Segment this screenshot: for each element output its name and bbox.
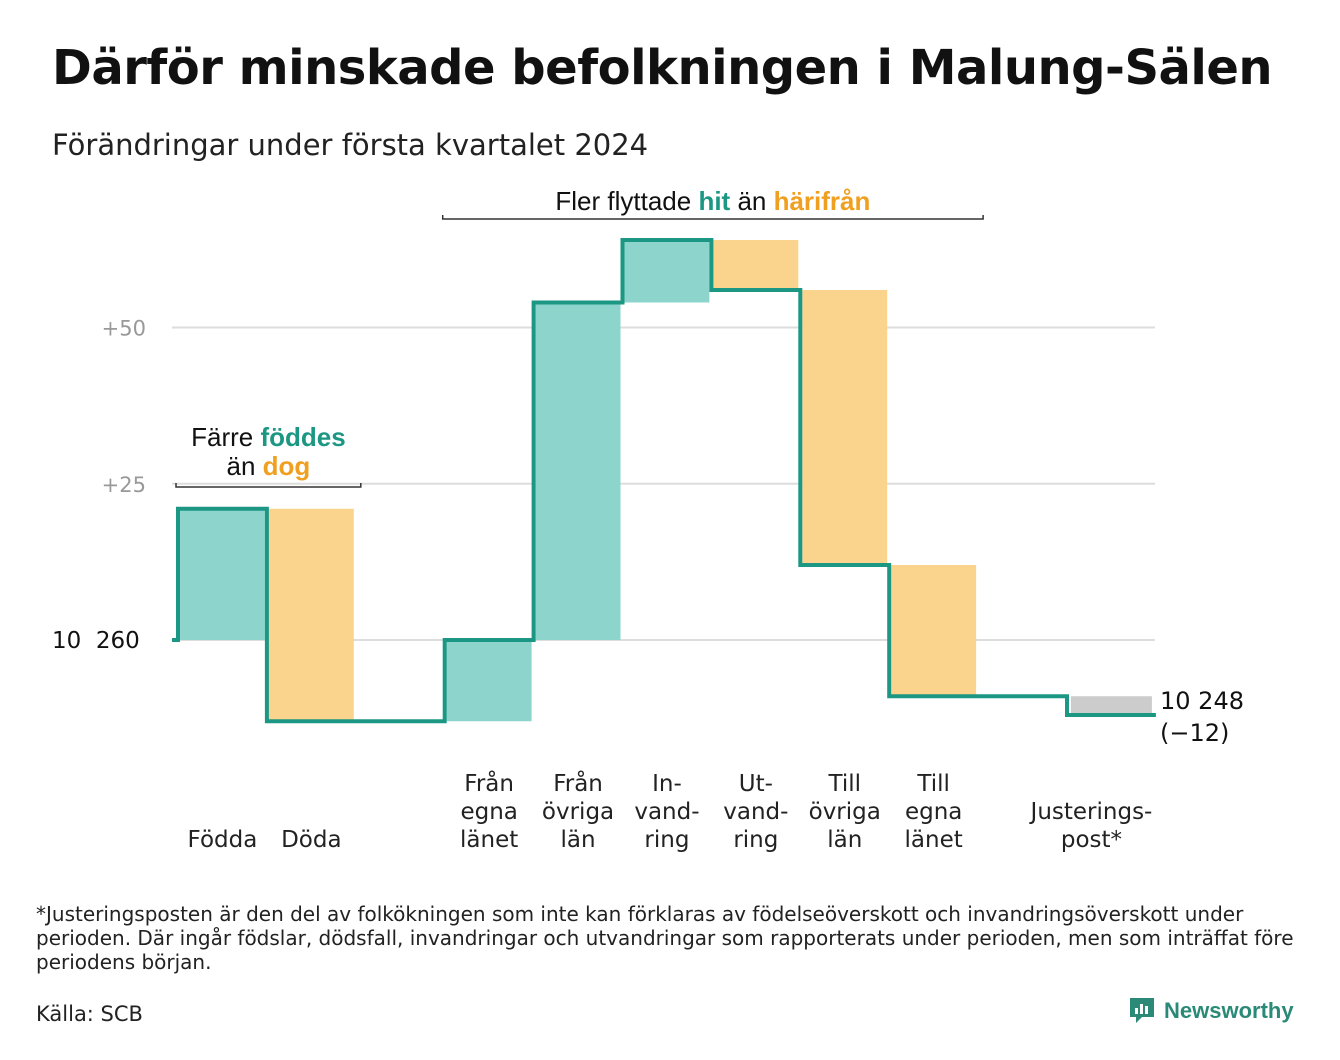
bar-7 bbox=[802, 290, 888, 565]
source-label: Källa: SCB bbox=[36, 1002, 143, 1026]
annotation-word: än bbox=[226, 451, 262, 481]
brand: Newsworthy bbox=[1128, 996, 1294, 1026]
newsworthy-logo-icon bbox=[1130, 998, 1154, 1023]
category-label-5: vand- bbox=[634, 799, 699, 825]
category-label-1: Döda bbox=[281, 827, 341, 853]
cumulative-step-line bbox=[172, 238, 1156, 724]
category-label-7: län bbox=[827, 827, 862, 853]
bar-0 bbox=[180, 508, 265, 640]
category-label-8: Till bbox=[916, 771, 950, 797]
annotation-word: härifrån bbox=[774, 186, 871, 216]
footnote: *Justeringsposten är den del av folkökni… bbox=[36, 902, 1294, 974]
annotation-word: Färre bbox=[191, 422, 260, 452]
migration-annotation-bracket bbox=[441, 215, 984, 220]
category-label-7: övriga bbox=[809, 799, 881, 825]
annotation-word: dog bbox=[263, 451, 311, 481]
y-tick-label: +50 bbox=[102, 317, 146, 341]
category-label-3: egna bbox=[460, 799, 517, 825]
category-label-8: länet bbox=[905, 827, 963, 853]
births-annotation-line2: än dog bbox=[226, 451, 310, 481]
category-label-5: ring bbox=[644, 827, 689, 853]
end-change-label: (−12) bbox=[1160, 719, 1229, 747]
category-label-4: Från bbox=[553, 769, 603, 797]
category-label-5: In- bbox=[652, 771, 682, 797]
bar-3 bbox=[446, 640, 532, 722]
births-annotation-bracket bbox=[175, 483, 362, 488]
category-label-7: Till bbox=[827, 771, 861, 797]
category-label-8: egna bbox=[905, 799, 962, 825]
annotation-word: Fler flyttade bbox=[555, 186, 698, 216]
bar-4 bbox=[535, 302, 621, 640]
category-label-6: vand- bbox=[723, 799, 788, 825]
category-label-3: länet bbox=[460, 827, 518, 853]
category-label-10: post* bbox=[1061, 827, 1122, 853]
category-label-6: ring bbox=[733, 827, 778, 853]
migration-annotation-line1: Fler flyttade hit än härifrån bbox=[555, 186, 870, 216]
chart-title: Därför minskade befolkningen i Malung-Sä… bbox=[52, 40, 1273, 96]
annotation-word: än bbox=[730, 186, 773, 216]
bar-8 bbox=[891, 565, 977, 697]
category-label-3: Från bbox=[464, 769, 514, 797]
category-label-6: Ut- bbox=[739, 771, 773, 797]
end-value-label: 10 248 bbox=[1160, 687, 1244, 715]
category-label-4: län bbox=[561, 827, 596, 853]
chart-subtitle: Förändringar under första kvartalet 2024 bbox=[52, 128, 649, 162]
bar-5 bbox=[624, 240, 710, 303]
start-value-label: 10 260 bbox=[52, 628, 140, 654]
category-label-10: Justerings- bbox=[1029, 799, 1153, 825]
annotation-word: föddes bbox=[260, 422, 345, 452]
bar-10 bbox=[1071, 696, 1152, 715]
category-label-0: Födda bbox=[188, 827, 258, 853]
bar-1 bbox=[268, 508, 354, 722]
y-tick-label: +25 bbox=[102, 473, 146, 497]
births-annotation-line1: Färre föddes bbox=[191, 422, 346, 452]
bar-6 bbox=[713, 240, 799, 290]
annotation-word: hit bbox=[698, 186, 730, 216]
brand-name: Newsworthy bbox=[1164, 998, 1294, 1023]
category-label-4: övriga bbox=[542, 799, 614, 825]
